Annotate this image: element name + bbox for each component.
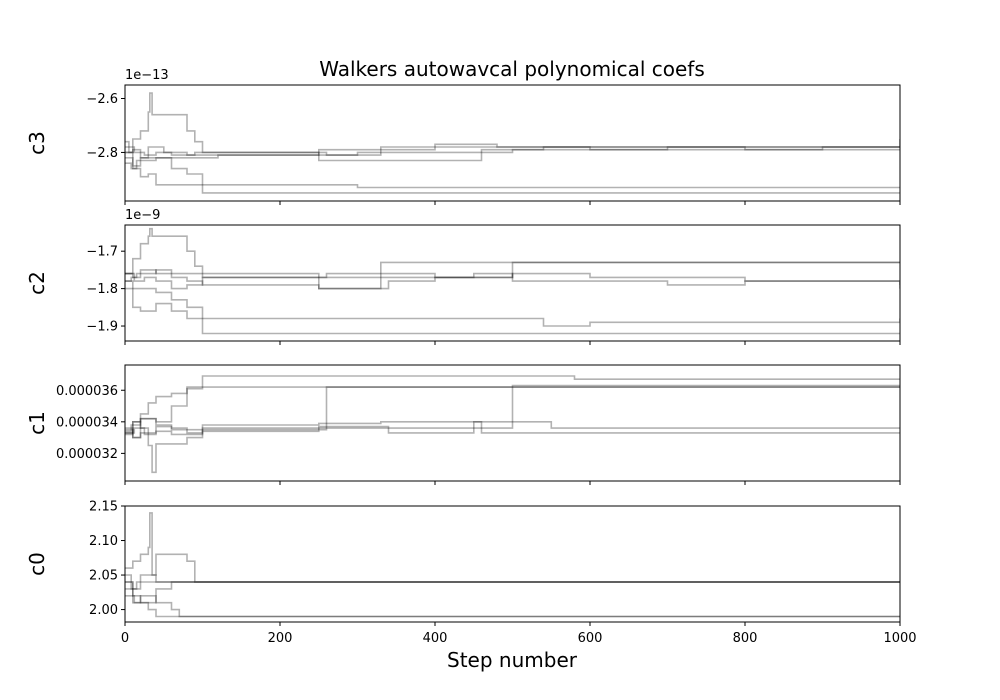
walker-line-6 [125, 386, 900, 439]
walker-line-5 [125, 574, 900, 590]
walker-line-5 [125, 148, 900, 194]
offset-label: 1e−9 [125, 208, 160, 223]
y-tick-label: −1.8 [86, 282, 118, 297]
panel-frame [124, 84, 901, 202]
walker-line-6 [125, 261, 900, 290]
walker-line-3 [125, 421, 900, 439]
x-tick-label: 1000 [883, 631, 916, 646]
panel-c1: 0.000036 0.000034 0.000032 c1 [25, 364, 901, 485]
walker-line-3 [125, 287, 900, 327]
walker-lines [125, 92, 900, 194]
y-tick-label: 2.15 [89, 500, 118, 515]
x-tick-label: 0 [121, 631, 129, 646]
walker-line-2 [125, 92, 900, 156]
walker-line-1 [125, 140, 900, 167]
walker-line-4 [125, 269, 900, 290]
panel-c3: −2.6 −2.8 1e−13 c3 [25, 68, 901, 205]
x-axis-label: Step number [447, 648, 578, 672]
walker-line-3 [125, 143, 900, 170]
panel-frame [124, 364, 901, 482]
y-tick-label: 2.10 [89, 534, 118, 549]
panel-frame [124, 224, 901, 342]
walker-line-3 [125, 588, 900, 618]
y-tick-label: 0.000036 [56, 384, 118, 399]
walker-line-5 [125, 384, 900, 433]
y-tick-label: 0.000032 [56, 447, 118, 462]
offset-label: 1e−13 [125, 68, 169, 83]
walker-line-6 [125, 581, 900, 618]
panel-c2: −1.7 −1.8 −1.9 1e−9 c2 [25, 208, 901, 345]
x-tick-label: 800 [733, 631, 758, 646]
walker-line-1 [125, 512, 900, 583]
y-tick-label: 2.05 [89, 569, 118, 584]
x-tick-label: 400 [423, 631, 448, 646]
walker-lines [125, 375, 900, 474]
walker-lines [125, 512, 900, 618]
walker-lines [125, 227, 900, 335]
x-tick-label: 200 [268, 631, 293, 646]
y-tick-label: 0.000034 [56, 415, 118, 430]
x-axis: 0 200 400 600 800 1000 [121, 631, 917, 646]
walker-line-4 [125, 581, 900, 604]
walker-line-6 [125, 146, 900, 162]
walker-line-4 [125, 421, 900, 436]
y-tick-label: −1.7 [86, 245, 118, 260]
walker-line-5 [125, 272, 900, 290]
y-axis-label-c3: c3 [25, 131, 49, 155]
walker-line-1 [125, 227, 900, 279]
panel-frame [124, 505, 901, 623]
y-axis-label-c2: c2 [25, 271, 49, 295]
chart-title: Walkers autowavcal polynomical coefs [319, 57, 705, 81]
y-axis-label-c1: c1 [25, 411, 49, 435]
walker-line-2 [125, 574, 900, 590]
panel-c0: 2.15 2.10 2.05 2.00 c0 [25, 500, 901, 626]
walker-line-2 [125, 386, 900, 474]
y-tick-label: −2.8 [86, 146, 118, 161]
y-tick-label: −2.6 [86, 92, 118, 107]
walker-line-4 [125, 157, 900, 189]
panels: −2.6 −2.8 1e−13 c3 −1.7 −1.8 −1.9 1e−9 c2 0.00003… [25, 68, 901, 626]
y-tick-label: −1.9 [86, 320, 118, 335]
y-axis-label-c0: c0 [25, 552, 49, 576]
y-tick-label: 2.00 [89, 603, 118, 618]
walker-line-2 [125, 280, 900, 335]
walker-line-1 [125, 375, 900, 436]
x-tick-label: 600 [578, 631, 603, 646]
